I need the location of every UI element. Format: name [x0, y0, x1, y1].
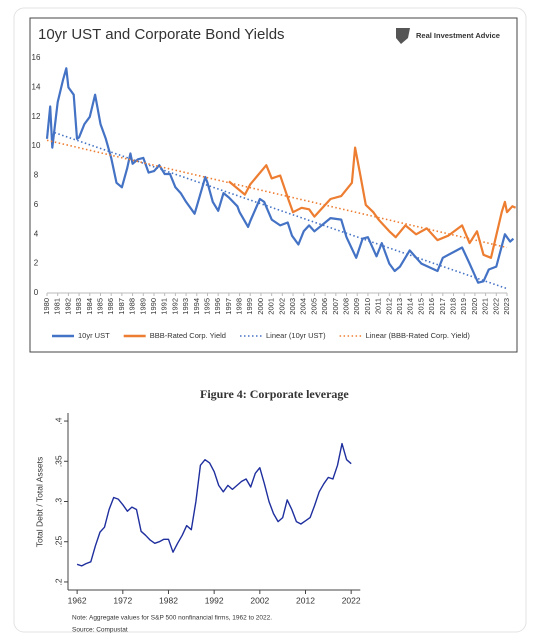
y-tick-label: .4 [53, 417, 63, 424]
y-tick-label: 16 [32, 53, 41, 62]
x-tick-label: 2004 [299, 298, 308, 315]
x-tick-label: 1995 [202, 298, 211, 315]
y-axis-label: Total Debt / Total Assets [34, 457, 44, 548]
x-tick-label: 1982 [159, 595, 178, 605]
x-tick-label: 2017 [438, 298, 447, 315]
x-tick-label: 1989 [138, 298, 147, 315]
legend-label: Linear (10yr UST) [266, 331, 326, 340]
y-tick-label: 6 [34, 200, 39, 209]
x-tick-label: 2001 [267, 298, 276, 315]
x-tick-label: 1997 [224, 298, 233, 315]
x-tick-label: 2005 [309, 298, 318, 315]
chart-frame [29, 17, 518, 353]
note: Source: Compustat [72, 627, 128, 634]
y-tick-label: .3 [53, 498, 63, 505]
logo-icon [396, 28, 410, 44]
y-tick-label: 8 [34, 171, 39, 180]
line-series [45, 67, 515, 284]
line-series [228, 146, 517, 259]
x-tick-label: 2015 [416, 298, 425, 315]
x-tick-label: 1992 [205, 595, 224, 605]
x-tick-label: 1985 [95, 298, 104, 315]
x-tick-label: 1998 [235, 298, 244, 315]
y-tick-label: .35 [53, 455, 63, 467]
x-tick-label: 1987 [117, 298, 126, 315]
x-tick-label: 1982 [63, 298, 72, 315]
x-tick-label: 1993 [181, 298, 190, 315]
x-tick-label: 1992 [170, 298, 179, 315]
x-tick-label: 2002 [277, 298, 286, 315]
x-tick-label: 2023 [502, 298, 511, 315]
legend-label: BBB-Rated Corp. Yield [150, 331, 226, 340]
x-tick-label: 1988 [128, 298, 137, 315]
y-tick-label: 12 [32, 112, 41, 121]
y-tick-label: .25 [53, 536, 63, 548]
x-tick-label: 2022 [342, 595, 361, 605]
x-tick-label: 2006 [320, 298, 329, 315]
x-tick-label: 2007 [331, 298, 340, 315]
x-tick-label: 2022 [491, 298, 500, 315]
x-tick-label: 1990 [149, 298, 158, 315]
line-series [46, 129, 508, 290]
line-series [76, 442, 352, 567]
x-tick-label: 1994 [192, 298, 201, 315]
x-tick-label: 2012 [384, 298, 393, 315]
y-tick-label: 4 [34, 229, 39, 238]
x-tick-label: 1980 [42, 298, 51, 315]
y-tick-label: 14 [32, 82, 41, 91]
x-tick-label: 2016 [427, 298, 436, 315]
x-tick-label: 1972 [113, 595, 132, 605]
y-tick-label: .2 [53, 578, 63, 585]
x-tick-label: 2008 [342, 298, 351, 315]
x-tick-label: 1996 [213, 298, 222, 315]
x-tick-label: 2020 [470, 298, 479, 315]
chart-title: Figure 4: Corporate leverage [200, 387, 349, 401]
y-tick-label: 10 [32, 141, 41, 150]
logo-text: Real Investment Advice [416, 31, 500, 40]
line-series [46, 139, 508, 249]
x-tick-label: 2012 [296, 595, 315, 605]
x-tick-label: 2021 [481, 298, 490, 315]
x-tick-label: 2003 [288, 298, 297, 315]
x-tick-label: 2019 [459, 298, 468, 315]
x-tick-label: 1991 [160, 298, 169, 315]
note: Note: Aggregate values for S&P 500 nonfi… [72, 615, 272, 622]
y-tick-label: 2 [34, 259, 39, 268]
x-tick-label: 1984 [85, 298, 94, 315]
chart-title: 10yr UST and Corporate Bond Yields [38, 26, 285, 43]
legend-label: Linear (BBB-Rated Corp. Yield) [366, 331, 471, 340]
x-tick-label: 1981 [53, 298, 62, 315]
x-tick-label: 1962 [68, 595, 87, 605]
x-tick-label: 2000 [256, 298, 265, 315]
x-tick-label: 2013 [395, 298, 404, 315]
x-tick-label: 2018 [448, 298, 457, 315]
x-tick-label: 1983 [74, 298, 83, 315]
x-tick-label: 1986 [106, 298, 115, 315]
x-tick-label: 2014 [406, 298, 415, 315]
legend-label: 10yr UST [78, 331, 110, 340]
x-tick-label: 1999 [245, 298, 254, 315]
x-tick-label: 2002 [250, 595, 269, 605]
x-tick-label: 2011 [374, 298, 383, 314]
x-tick-label: 2009 [352, 298, 361, 315]
y-tick-label: 0 [34, 288, 39, 297]
x-tick-label: 2010 [363, 298, 372, 315]
